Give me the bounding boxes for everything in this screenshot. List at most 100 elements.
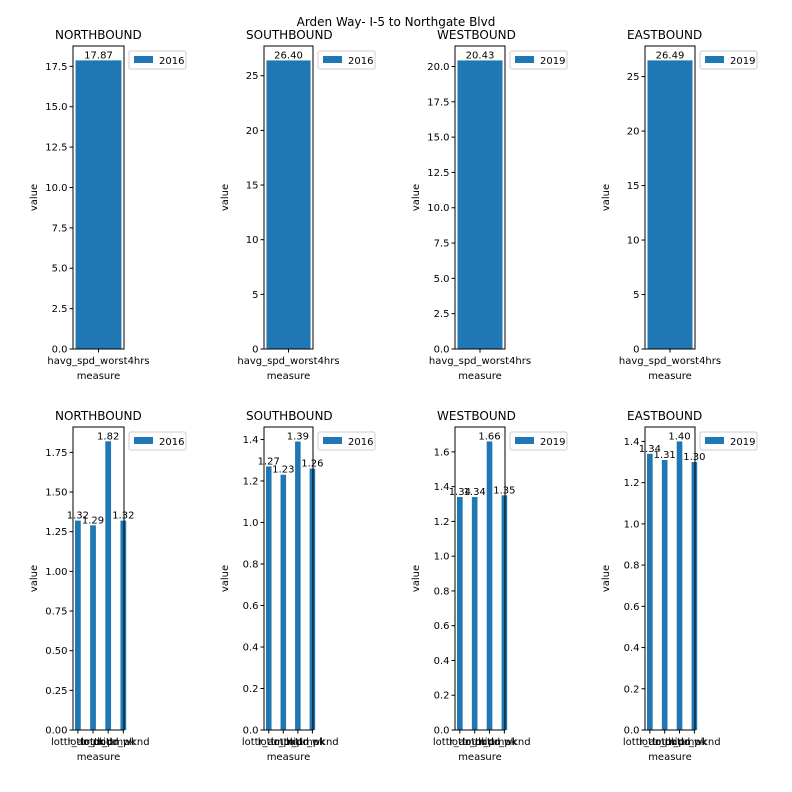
bar-value-label: 1.31 xyxy=(654,450,676,461)
bar xyxy=(75,60,122,350)
legend-box xyxy=(128,431,187,451)
legend-label: 2019 xyxy=(730,437,755,448)
y-tick-label: 0.2 xyxy=(434,691,450,702)
legend: 2016 xyxy=(317,431,376,451)
y-tick-label: 5 xyxy=(633,290,639,301)
y-tick-label: 0.6 xyxy=(434,621,450,632)
panel-1: NORTHBOUND 17.87 0.0 2.5 5.0 7.5 10.0 12.5 15.0 1… xyxy=(29,28,187,382)
y-tick-label: 1.4 xyxy=(243,435,259,446)
x-tick-label: havg_spd_worst4hrs xyxy=(237,356,339,367)
bar xyxy=(266,466,272,730)
x-axis-label: measure xyxy=(648,371,692,382)
bar-value-label: 1.34 xyxy=(464,487,486,498)
y-tick-label: 2.5 xyxy=(434,309,450,320)
y-tick-label: 0.2 xyxy=(624,684,640,695)
legend-swatch xyxy=(515,56,534,63)
y-tick-label: 7.5 xyxy=(434,239,450,250)
y-tick-label: 25 xyxy=(246,71,259,82)
y-tick-label: 0.0 xyxy=(243,726,259,737)
x-axis-label: measure xyxy=(77,371,121,382)
y-tick-label: 0.4 xyxy=(624,643,640,654)
x-tick-label: lottr_pmpk xyxy=(652,737,706,748)
legend: 2019 xyxy=(509,431,568,451)
y-tick-label: 0 xyxy=(252,345,258,356)
bar-value-label: 26.40 xyxy=(274,50,303,61)
axes-frame xyxy=(263,426,314,731)
legend-swatch xyxy=(705,56,724,63)
y-tick-label: 1.2 xyxy=(434,517,450,528)
y-tick-label: 5 xyxy=(252,290,258,301)
bar xyxy=(280,474,287,730)
bar-value-label: 1.82 xyxy=(97,431,119,442)
y-tick-label: 1.0 xyxy=(624,519,640,530)
y-axis-label: value xyxy=(411,184,422,211)
y-tick-label: 15.0 xyxy=(427,133,449,144)
x-tick-label: lottr_wknd xyxy=(286,737,339,748)
legend: 2019 xyxy=(699,50,758,70)
panel-title: EASTBOUND xyxy=(627,28,702,42)
y-tick-label: 1.50 xyxy=(45,488,67,499)
y-tick-label: 1.75 xyxy=(45,448,67,459)
bar xyxy=(501,495,508,730)
x-axis-label: measure xyxy=(267,752,311,763)
bar-value-label: 1.26 xyxy=(301,459,323,470)
x-tick-label: lottr_ampk xyxy=(242,737,296,748)
y-tick-label: 0.75 xyxy=(45,607,67,618)
bar xyxy=(691,462,698,730)
y-tick-label: 1.6 xyxy=(434,447,450,458)
x-tick-label: lottr_pmpk xyxy=(81,737,135,748)
y-tick-label: 0.6 xyxy=(243,601,259,612)
legend-swatch xyxy=(134,437,153,444)
legend-box xyxy=(317,431,376,451)
bar xyxy=(295,441,301,730)
x-axis-label: measure xyxy=(458,371,502,382)
legend: 2016 xyxy=(128,50,187,70)
y-tick-label: 25 xyxy=(627,72,640,83)
figure-title: Arden Way- I-5 to Northgate Blvd xyxy=(297,15,496,29)
panel-8: EASTBOUND 1.341.31 1.40 1.30 0.0 0.2 0.4 0.6 0.8… xyxy=(601,409,758,763)
legend: 2016 xyxy=(317,50,376,70)
legend-label: 2016 xyxy=(348,56,373,67)
y-tick-label: 10 xyxy=(627,236,640,247)
y-tick-label: 1.2 xyxy=(243,476,259,487)
bar xyxy=(457,60,503,350)
y-tick-label: 0.00 xyxy=(45,726,67,737)
legend-swatch xyxy=(323,437,342,444)
bar-value-label: 26.49 xyxy=(656,50,685,61)
legend-box xyxy=(699,50,758,70)
panel-title: NORTHBOUND xyxy=(55,28,142,42)
legend-label: 2019 xyxy=(540,437,565,448)
y-tick-label: 0.50 xyxy=(45,646,67,657)
legend-label: 2019 xyxy=(730,56,755,67)
axes-frame xyxy=(72,426,125,731)
bar-value-label: 1.39 xyxy=(287,432,309,443)
y-tick-label: 10.0 xyxy=(427,203,449,214)
panel-title: NORTHBOUND xyxy=(55,409,142,423)
y-tick-label: 15.0 xyxy=(45,102,67,113)
bar-value-label: 1.66 xyxy=(478,431,500,442)
panel-2: SOUTHBOUND 26.40 0 5 10 15 20 25 havg_spd_worst4… xyxy=(220,28,376,382)
y-tick-label: 1.0 xyxy=(243,518,259,529)
y-tick-label: 20 xyxy=(627,127,640,138)
panel-5: NORTHBOUND1.321.291.821.320.000.250.500.… xyxy=(29,409,187,763)
bar-value-label: 1.23 xyxy=(272,465,294,476)
y-tick-label: 0.8 xyxy=(243,559,259,570)
legend-label: 2016 xyxy=(159,56,184,67)
y-tick-label: 5.0 xyxy=(52,264,68,275)
panel-title: WESTBOUND xyxy=(437,28,516,42)
y-tick-label: 0.0 xyxy=(624,726,640,737)
panels-group: NORTHBOUND 17.87 0.0 2.5 5.0 7.5 10.0 12.5 15.0 1… xyxy=(29,28,758,763)
y-tick-label: 17.5 xyxy=(427,97,449,108)
bar xyxy=(457,497,463,730)
y-tick-label: 15 xyxy=(246,181,259,192)
x-tick-label: havg_spd_worst4hrs xyxy=(619,356,721,367)
x-tick-label: lottr_midd xyxy=(258,737,309,748)
x-axis-label: measure xyxy=(267,371,311,382)
axes-frame xyxy=(644,426,696,731)
y-axis-label: value xyxy=(29,184,40,211)
x-tick-label: havg_spd_worst4hrs xyxy=(429,356,531,367)
y-tick-label: 1.00 xyxy=(45,567,67,578)
bar-value-label: 1.40 xyxy=(668,431,690,442)
y-tick-label: 2.5 xyxy=(52,304,68,315)
bar-value-label: 20.43 xyxy=(466,50,495,61)
